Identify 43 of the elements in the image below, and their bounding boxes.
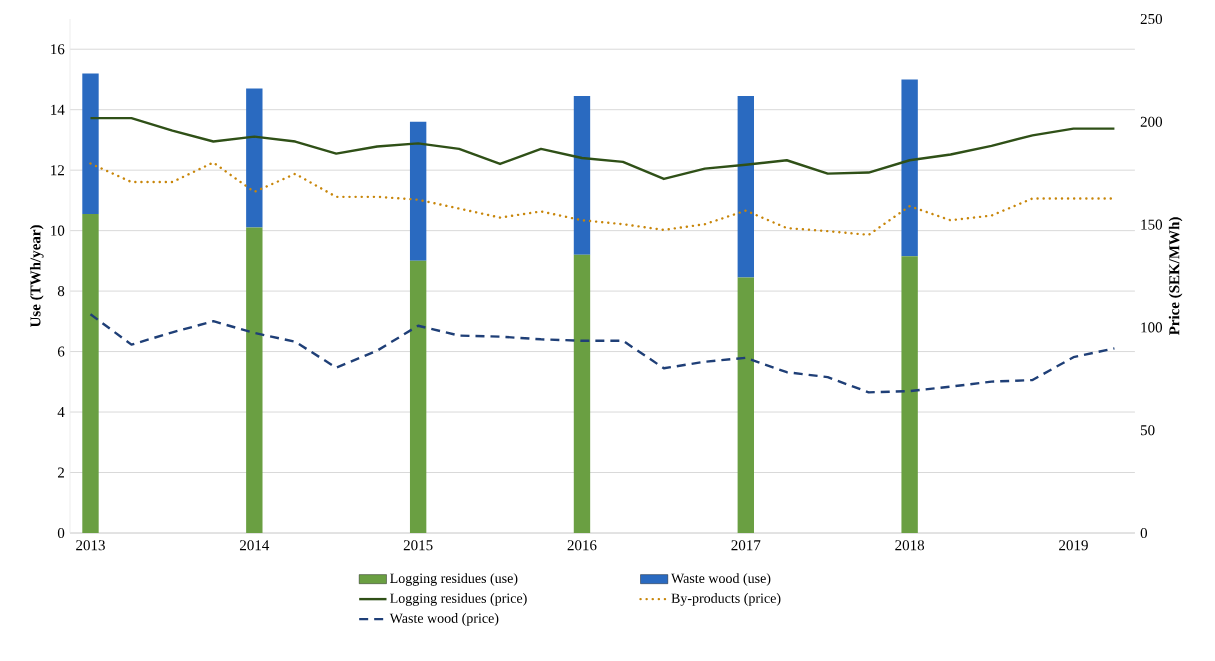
legend-label: Logging residues (use) — [390, 573, 518, 586]
bar — [573, 96, 591, 255]
y-tick-label: 6 — [57, 346, 65, 357]
bar — [737, 96, 754, 278]
y2-tick-label: 0 — [1140, 527, 1148, 539]
bar — [246, 227, 263, 533]
legend-label: Logging residues (price) — [390, 593, 527, 606]
y-tick-label: 12 — [51, 165, 64, 176]
x-tick-label: 2014 — [239, 540, 270, 551]
y-tick-label: 8 — [57, 286, 65, 297]
bar — [901, 256, 918, 533]
x-tick-label: 2016 — [567, 540, 597, 551]
bar — [409, 260, 427, 533]
x-tick-label: 2017 — [731, 540, 761, 551]
x-tick-label: 2019 — [1059, 540, 1088, 551]
bar — [901, 79, 918, 257]
legend-label: By-products (price) — [671, 593, 781, 606]
y-tick-label: 14 — [51, 104, 65, 115]
bar — [573, 254, 591, 533]
y-tick-label: 10 — [51, 225, 65, 236]
line-series — [89, 116, 1116, 181]
legend-label: Waste wood (use) — [671, 573, 771, 586]
bar — [409, 121, 427, 261]
line-series — [89, 313, 1116, 394]
bar — [737, 277, 754, 533]
y2-axis-title: Price (SEK/MWh) — [1168, 217, 1183, 336]
y-tick-label: 0 — [57, 527, 65, 539]
y2-tick-label: 150 — [1141, 219, 1163, 230]
y-tick-label: 16 — [51, 44, 65, 55]
bar — [82, 73, 99, 215]
y2-tick-label: 100 — [1141, 322, 1163, 333]
y-axis-title: Use (TWh/year) — [29, 225, 44, 328]
x-tick-label: 2018 — [895, 540, 925, 551]
y2-tick-label: 50 — [1140, 425, 1155, 436]
bar — [246, 88, 263, 228]
x-tick-label: 2013 — [76, 540, 105, 551]
bar — [82, 214, 99, 533]
x-tick-label: 2015 — [403, 540, 433, 551]
y-tick-label: 4 — [57, 407, 65, 417]
y-tick-label: 2 — [57, 467, 64, 478]
legend-label: Waste wood (price) — [389, 613, 499, 626]
y2-tick-label: 200 — [1140, 116, 1163, 127]
y2-tick-label: 250 — [1140, 13, 1163, 25]
